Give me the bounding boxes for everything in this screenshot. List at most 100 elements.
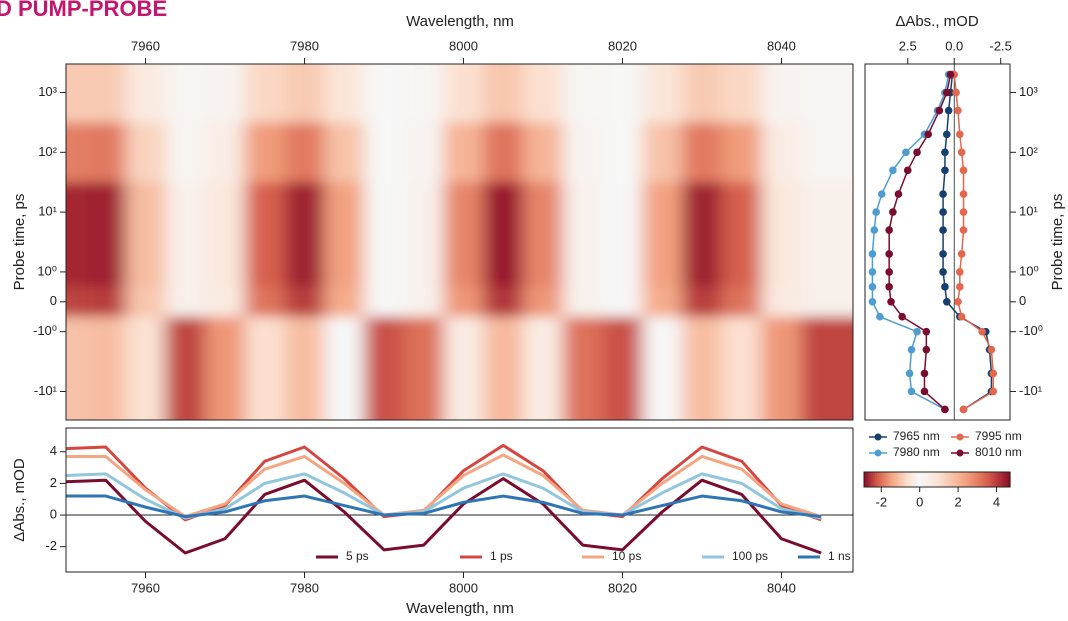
colorbar-swatch bbox=[873, 472, 876, 487]
data-point bbox=[939, 226, 947, 234]
heatmap-cell bbox=[562, 64, 604, 123]
heatmap-cell bbox=[403, 242, 445, 288]
data-point bbox=[889, 208, 897, 216]
y-tick-label: 4 bbox=[50, 443, 57, 458]
colorbar-swatch bbox=[1000, 472, 1004, 487]
heatmap-cell bbox=[642, 361, 683, 420]
heatmap-cell bbox=[66, 242, 87, 288]
heatmap-cell bbox=[85, 242, 127, 288]
data-point bbox=[989, 369, 998, 378]
heatmap-cell bbox=[562, 286, 604, 318]
heatmap-cell bbox=[562, 242, 604, 288]
data-point bbox=[870, 226, 879, 234]
data-point bbox=[952, 88, 960, 97]
heatmap-frame bbox=[65, 63, 854, 421]
heatmap-cell bbox=[602, 182, 643, 243]
heatmap-cell bbox=[682, 122, 723, 183]
heatmap-cell bbox=[364, 286, 405, 318]
heatmap-cell bbox=[523, 182, 564, 243]
colorbar-swatch bbox=[922, 472, 925, 487]
colorbar-swatch bbox=[891, 472, 894, 487]
data-point bbox=[959, 226, 968, 234]
heatmap-cell bbox=[761, 242, 802, 288]
y-axis-title: ΔAbs., mOD bbox=[11, 458, 28, 542]
data-point bbox=[954, 297, 962, 306]
heatmap-cell bbox=[602, 361, 643, 420]
heatmap-cell bbox=[324, 286, 365, 318]
heatmap-cell bbox=[205, 286, 246, 318]
y-tick-label: 10⁰ bbox=[1019, 263, 1039, 278]
heatmap-cell bbox=[523, 64, 564, 123]
colorbar-swatch bbox=[864, 472, 867, 487]
data-point bbox=[913, 148, 921, 157]
heatmap-cell bbox=[483, 286, 524, 318]
data-point bbox=[957, 312, 966, 321]
colorbar-swatch bbox=[874, 472, 878, 487]
y-tick-label: -2 bbox=[45, 538, 57, 553]
colorbar-swatch bbox=[1008, 472, 1011, 487]
colorbar-swatch bbox=[924, 472, 927, 487]
x-tick-label: 7960 bbox=[131, 580, 160, 595]
colorbar-swatch bbox=[1004, 472, 1007, 487]
colorbar-swatch bbox=[988, 472, 991, 487]
data-point bbox=[944, 106, 953, 115]
legend-marker bbox=[874, 433, 882, 441]
heatmap-cell bbox=[483, 242, 524, 288]
heatmap-cell bbox=[85, 122, 127, 183]
heatmap-cell bbox=[483, 316, 524, 363]
heatmap-cell bbox=[443, 242, 484, 288]
heatmap-cell bbox=[324, 64, 365, 123]
colorbar-tick-label: 2 bbox=[955, 494, 962, 509]
data-point bbox=[868, 297, 877, 306]
data-point bbox=[868, 268, 877, 276]
kinetics-plot bbox=[868, 64, 998, 420]
y-tick-label: 10⁰ bbox=[37, 263, 57, 278]
heatmap-cell bbox=[721, 64, 763, 123]
colorbar-swatch bbox=[920, 472, 923, 487]
colorbar-swatch bbox=[953, 472, 956, 487]
data-point bbox=[959, 208, 968, 216]
heatmap-cell bbox=[244, 182, 286, 243]
data-point bbox=[941, 148, 949, 157]
colorbar-swatch bbox=[926, 472, 929, 487]
heatmap-cell bbox=[244, 64, 286, 123]
colorbar-swatch bbox=[982, 472, 986, 487]
legend-label: 7980 nm bbox=[893, 445, 940, 459]
heatmap-cell bbox=[165, 182, 206, 243]
heatmap-cell bbox=[602, 64, 643, 123]
colorbar-swatch bbox=[966, 472, 969, 487]
heatmap-cell bbox=[165, 361, 206, 420]
heatmap-cell bbox=[682, 316, 723, 363]
heatmap-cell bbox=[66, 361, 87, 420]
data-point bbox=[913, 327, 921, 336]
y-tick-label: -10⁰ bbox=[33, 323, 57, 338]
colorbar-swatch bbox=[960, 472, 964, 487]
heatmap-cell bbox=[443, 182, 484, 243]
heatmap-cell bbox=[364, 122, 405, 183]
y-axis-title: Probe time, ps bbox=[1049, 194, 1066, 291]
data-point bbox=[939, 208, 947, 216]
x-tick-label: 8000 bbox=[449, 580, 478, 595]
colorbar-swatch bbox=[935, 472, 938, 487]
colorbar-swatch bbox=[909, 472, 913, 487]
heatmap-cell bbox=[642, 182, 683, 243]
x-tick-label: 8040 bbox=[767, 38, 796, 53]
figure-title: D PUMP-PROBE bbox=[0, 0, 167, 21]
data-point bbox=[957, 148, 966, 157]
heatmap-cell bbox=[125, 64, 166, 123]
heatmap-cell bbox=[642, 122, 683, 183]
colorbar-swatch bbox=[971, 472, 975, 487]
x-tick-label: 7980 bbox=[290, 38, 319, 53]
heatmap-cell bbox=[523, 361, 564, 420]
data-point bbox=[922, 327, 931, 336]
data-point bbox=[959, 166, 968, 175]
heatmap-cell bbox=[66, 64, 87, 123]
heatmap-cell bbox=[284, 316, 325, 363]
colorbar-swatch bbox=[893, 472, 896, 487]
heatmap-cell bbox=[801, 316, 853, 363]
y-tick-label: 10² bbox=[1019, 144, 1038, 159]
heatmap-cell bbox=[443, 122, 484, 183]
data-point bbox=[956, 283, 964, 291]
colorbar-swatch bbox=[938, 472, 942, 487]
